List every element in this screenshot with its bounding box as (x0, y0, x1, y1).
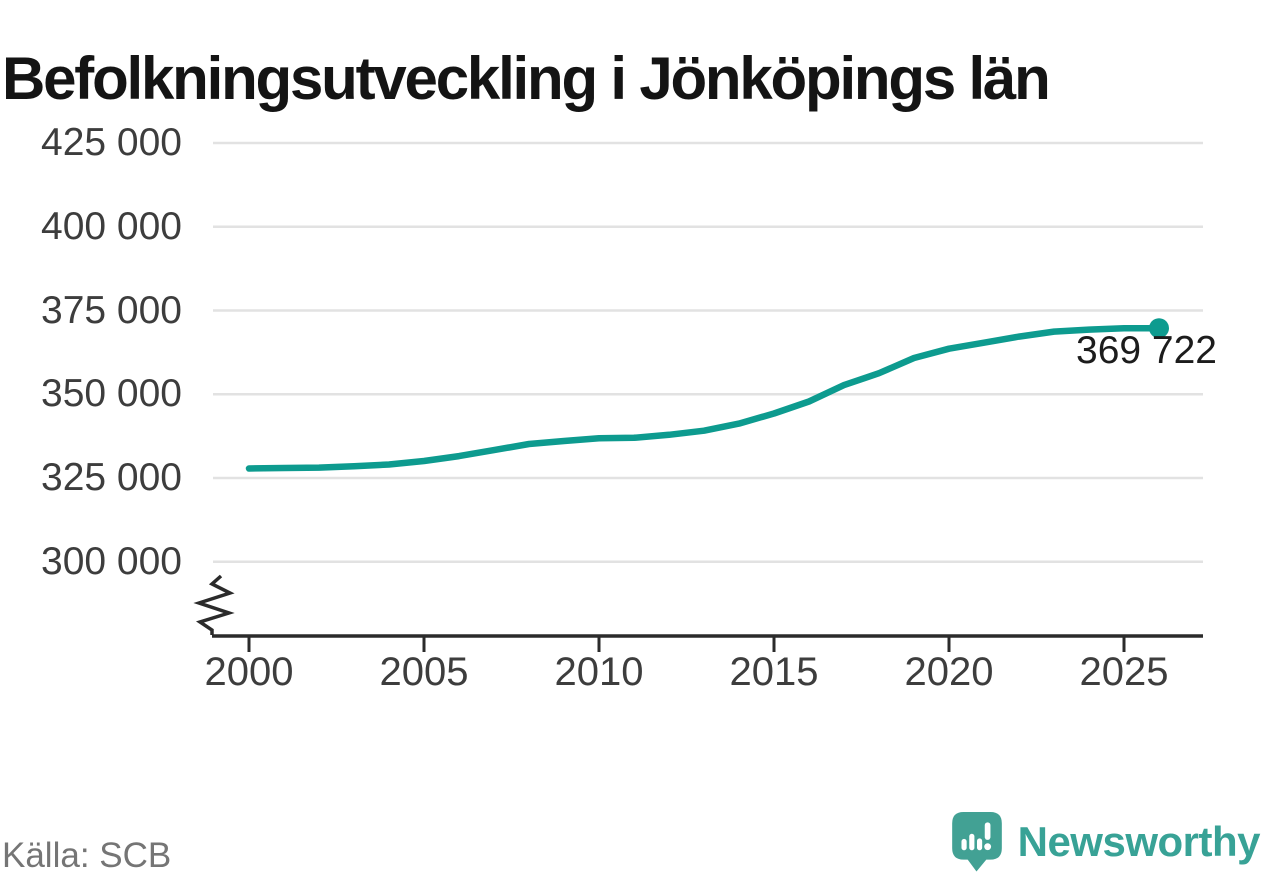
y-axis-tick-label: 375 000 (41, 288, 182, 332)
x-axis-tick-label: 2020 (904, 650, 994, 694)
endpoint-dot (1149, 318, 1169, 339)
x-axis-tick-label: 2025 (1079, 650, 1169, 694)
y-axis-tick-label: 325 000 (41, 456, 182, 499)
chart-title: Befolkningsutveckling i Jönköpings län (2, 45, 1051, 113)
x-axis-tick-label: 2010 (554, 650, 644, 694)
x-axis-tick-label: 2005 (379, 650, 469, 694)
x-axis-tick-marks (247, 636, 1126, 652)
y-axis-break-icon (193, 574, 235, 635)
newsworthy-speech-bubble-chart-icon (951, 812, 1002, 872)
newsworthy-logo: Newsworthy (951, 812, 1261, 872)
end-value-label: 369 722 (1076, 329, 1217, 372)
x-axis-tick-label: 2000 (204, 650, 294, 694)
y-axis-tick-label: 350 000 (41, 372, 182, 416)
gridlines (213, 141, 1203, 563)
y-axis-tick-label: 425 000 (41, 121, 182, 164)
population-line (245, 324, 1163, 472)
y-axis-tick-label: 400 000 (41, 204, 182, 248)
x-axis-tick-label: 2015 (729, 650, 819, 694)
y-axis-tick-label: 300 000 (41, 539, 182, 583)
source-label: Källa: SCB (2, 836, 172, 875)
brand-name: Newsworthy (1017, 818, 1261, 865)
